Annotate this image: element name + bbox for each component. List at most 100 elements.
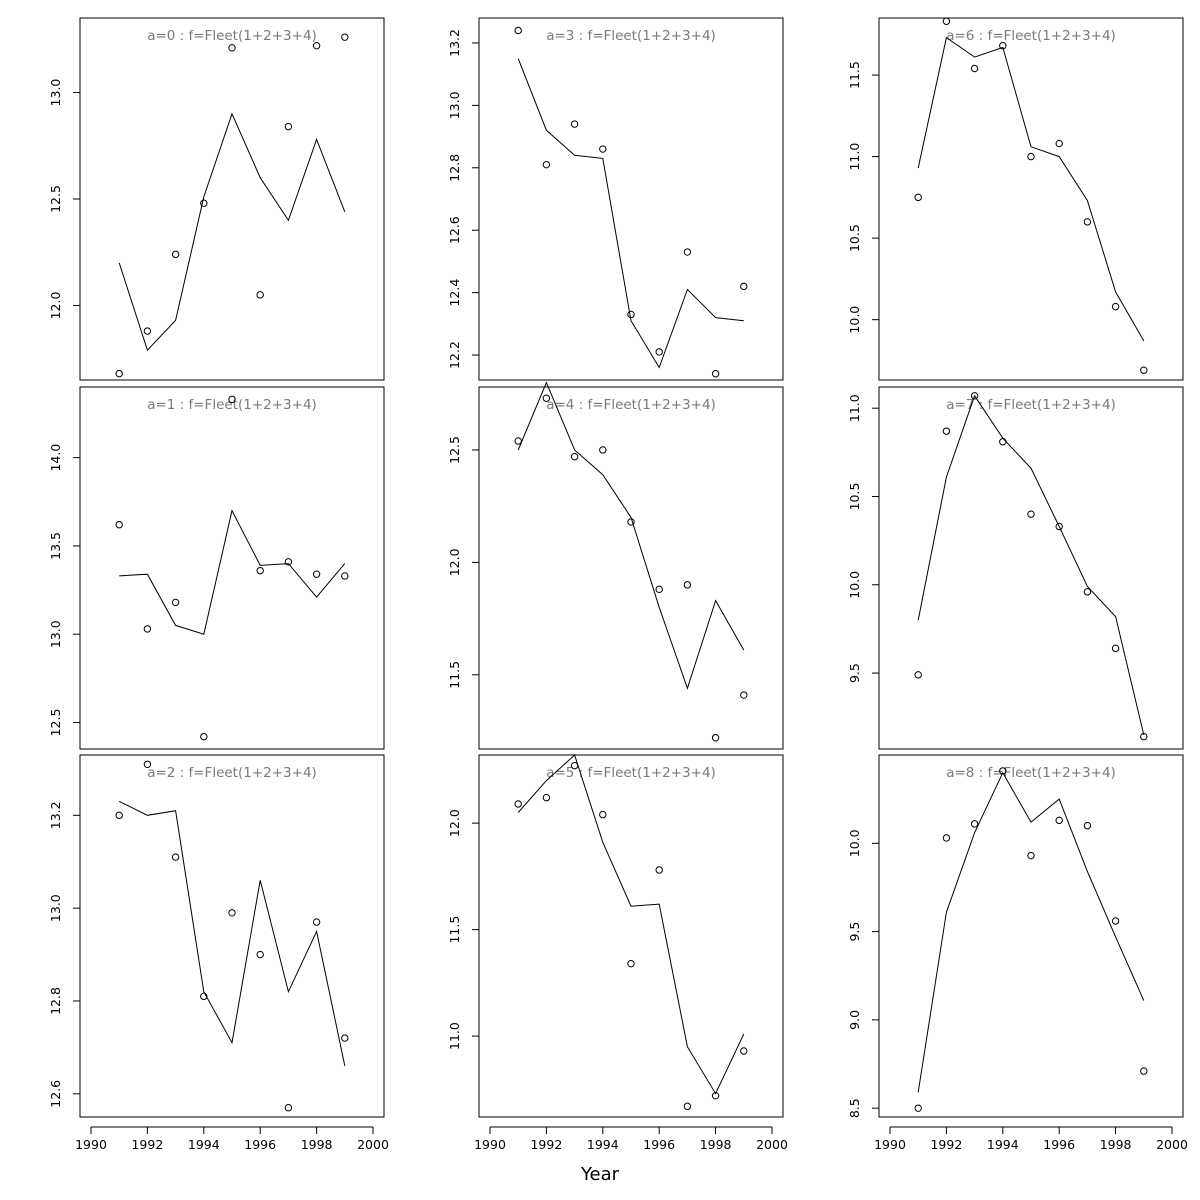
observed-point [542,160,551,169]
observed-point [171,853,180,861]
observed-point [284,122,293,131]
y-tick-label: 10.0 [847,571,862,599]
y-tick-label: 12.6 [447,216,462,244]
observed-point [999,438,1007,446]
observed-point [200,992,208,1001]
observed-point [228,44,236,52]
panel-0: a=0 : f=Fleet(1+2+3+4) 12.0 12.5 13.0 [48,17,385,381]
y-tick-label: 11.0 [447,1022,462,1050]
y-tick-label: 14.0 [48,444,63,472]
observed-point [570,453,579,461]
panel-title: a=3 : f=Fleet(1+2+3+4) [546,28,716,44]
observed-point [312,570,321,578]
observed-point [542,793,551,802]
observed-point [970,64,979,73]
observed-point [1055,816,1063,825]
x-tick-label: 1994 [188,1137,220,1152]
observed-point [655,348,663,356]
observed-point [341,572,349,580]
y-tick-label: 12.8 [447,154,462,182]
panel-frame [79,386,385,750]
observed-point [143,760,152,768]
y-tick-label: 12.5 [48,185,63,213]
observed-point [341,1034,349,1042]
observed-point [143,625,152,633]
fitted-line [517,58,744,369]
observed-point [115,369,123,378]
observed-point [655,866,663,874]
observed-point [312,41,321,50]
x-tick-label: 2000 [1156,1137,1188,1152]
observed-point [284,558,293,566]
x-tick-label: 1990 [75,1137,107,1152]
y-tick-label: 11.5 [847,61,862,89]
observed-point [570,761,579,770]
observed-point [514,437,522,445]
observed-point [1111,917,1120,925]
panel-5: a=5 : f=Fleet(1+2+3+4) 11.0 11.5 12.0 1990 19… [447,754,788,1152]
observed-point [914,671,922,679]
x-tick-label: 1996 [643,1137,675,1152]
observed-point [683,248,692,256]
x-tick-label: 1998 [301,1137,333,1152]
y-tick-label: 10.0 [847,306,862,334]
y-tick-label: 11.5 [447,661,462,689]
observed-point [999,42,1007,50]
y-tick-label: 13.5 [48,532,63,560]
x-tick-label: 1998 [1100,1137,1132,1152]
y-tick-label: 12.0 [447,809,462,837]
observed-point [256,291,264,299]
y-tick-label: 9.5 [847,663,862,683]
panel-1: a=1 : f=Fleet(1+2+3+4) 12.5 13.0 13.5 14.0 [48,386,385,750]
observed-point [171,598,180,607]
x-tick-label: 1994 [587,1137,619,1152]
observed-point [942,427,951,435]
y-tick-label: 12.0 [48,292,63,320]
y-tick-label: 10.0 [847,829,862,857]
observed-point [341,33,349,41]
observed-point [599,446,607,454]
y-tick-label: 12.2 [447,341,462,369]
panel-3: a=3 : f=Fleet(1+2+3+4) 12.2 12.4 12.6 12.8 13… [447,17,784,381]
x-tick-label: 1990 [474,1137,506,1152]
observed-point [655,585,663,594]
observed-point [1083,588,1092,596]
panel-7: a=7 : f=Fleet(1+2+3+4) 9.5 10.0 10.5 11.0 [847,386,1184,750]
x-tick-label: 2000 [357,1137,389,1152]
y-tick-label: 13.2 [447,29,462,57]
y-tick-label: 10.5 [847,224,862,252]
y-tick-label: 12.4 [447,279,462,307]
x-tick-label: 1994 [987,1137,1019,1152]
observed-point [1111,302,1120,311]
observed-point [542,394,551,402]
observed-point [514,800,522,808]
observed-point [970,392,979,400]
panel-frame [878,17,1184,381]
panel-frame [79,754,385,1118]
observed-point [942,17,951,25]
observed-point [711,1092,720,1100]
x-tick-label: 1998 [700,1137,732,1152]
y-tick-label: 9.5 [847,922,862,942]
observed-point [1083,821,1092,830]
observed-point [256,950,264,959]
observed-point [1055,522,1063,531]
panel-title: a=4 : f=Fleet(1+2+3+4) [546,397,716,413]
panel-2: a=2 : f=Fleet(1+2+3+4) 12.6 12.8 13.0 13.2 19… [48,754,389,1152]
x-tick-label: 1992 [131,1137,163,1152]
observed-point [200,199,208,207]
panel-6: a=6 : f=Fleet(1+2+3+4) 10.0 10.5 11.0 11.5 [847,17,1184,381]
panel-title: a=1 : f=Fleet(1+2+3+4) [147,397,317,413]
y-tick-label: 11.5 [447,916,462,944]
panel-frame [878,386,1184,750]
panel-title: a=8 : f=Fleet(1+2+3+4) [946,765,1116,781]
observed-point [740,282,748,291]
y-tick-label: 9.0 [847,1010,862,1030]
x-tick-label: 1996 [244,1137,276,1152]
y-tick-label: 11.0 [847,143,862,171]
panel-title: a=5 : f=Fleet(1+2+3+4) [546,765,716,781]
fitted-line [119,509,346,635]
observed-point [1027,510,1035,518]
observed-point [228,909,236,917]
